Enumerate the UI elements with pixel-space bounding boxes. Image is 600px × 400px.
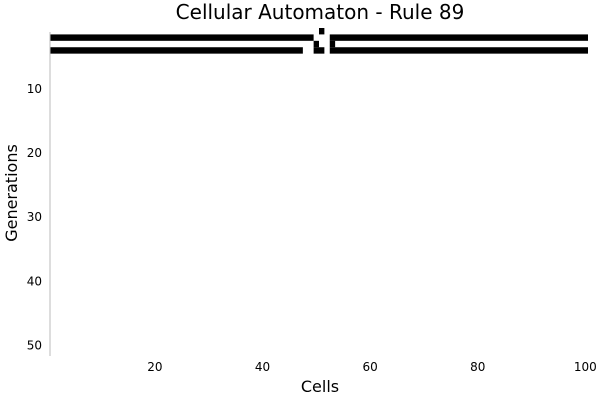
y-axis-label: Generations xyxy=(2,144,21,242)
x-tick-label: 40 xyxy=(255,360,270,374)
y-tick-labels: 10 20 30 40 50 xyxy=(27,82,42,352)
alive-cell xyxy=(313,40,319,48)
alive-cell xyxy=(329,47,588,54)
cell-grid xyxy=(50,28,588,54)
x-tick-label: 60 xyxy=(362,360,377,374)
chart-title: Cellular Automaton - Rule 89 xyxy=(176,0,465,24)
y-tick-label: 20 xyxy=(27,146,42,160)
x-tick-label: 80 xyxy=(470,360,485,374)
y-tick-label: 10 xyxy=(27,82,42,96)
y-tick-label: 30 xyxy=(27,210,42,224)
alive-cell xyxy=(50,34,314,41)
x-tick-labels: 20 40 60 80 100 xyxy=(147,360,596,374)
x-tick-label: 20 xyxy=(147,360,162,374)
alive-cell xyxy=(313,47,325,54)
alive-cell xyxy=(329,34,588,41)
alive-cell xyxy=(329,40,336,48)
x-axis-label: Cells xyxy=(301,377,339,396)
y-tick-label: 50 xyxy=(27,338,42,352)
alive-cell xyxy=(50,47,303,54)
x-tick-label: 100 xyxy=(574,360,597,374)
alive-cell xyxy=(319,28,325,35)
y-tick-label: 40 xyxy=(27,274,42,288)
